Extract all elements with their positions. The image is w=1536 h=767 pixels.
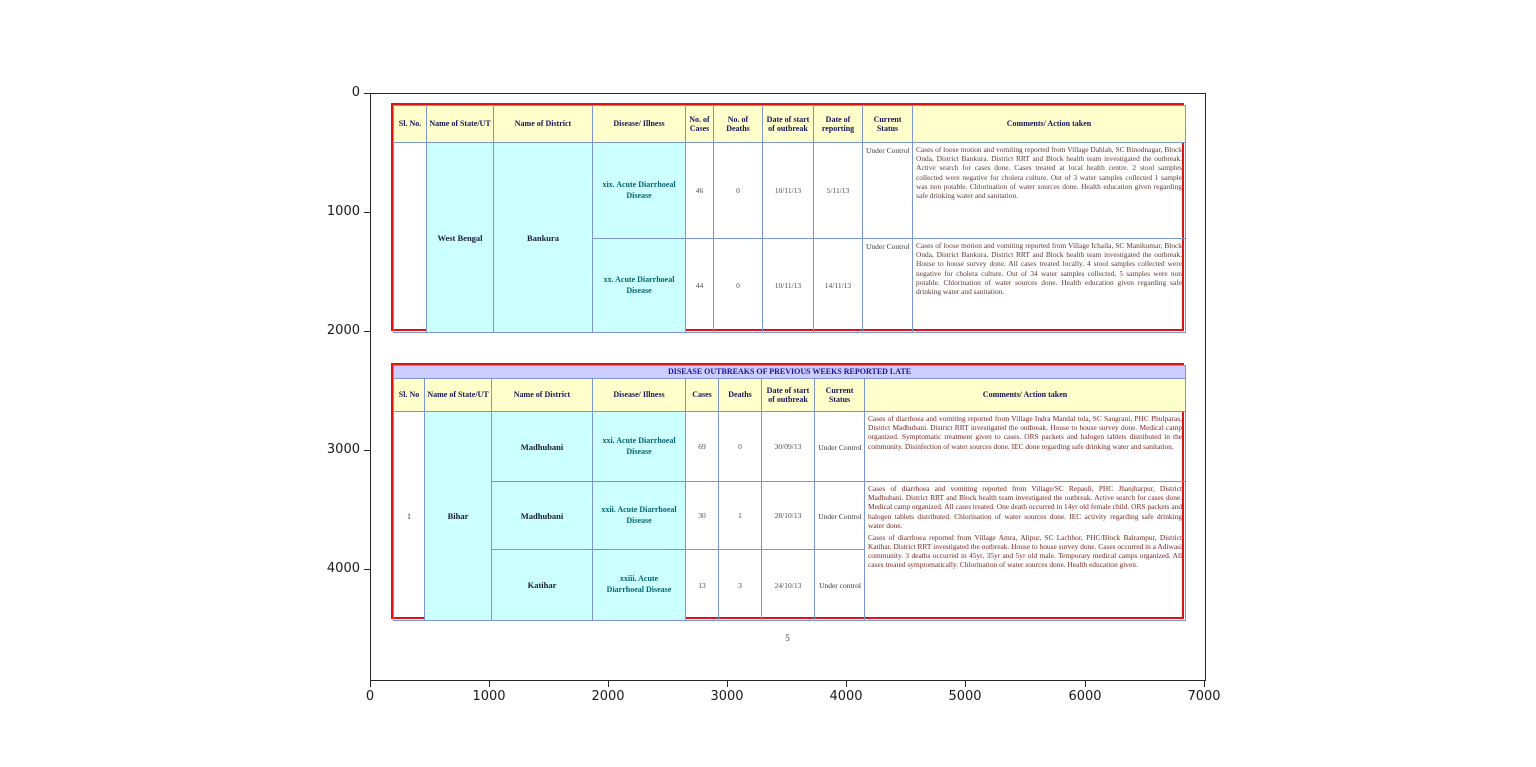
disease-cell: xxii. Acute Diarrhoeal Disease (592, 481, 686, 550)
cases-cell: 30 (685, 481, 719, 550)
x-axis-tick (489, 681, 490, 687)
cases-cell: 69 (685, 411, 719, 482)
x-axis-tick (965, 681, 966, 687)
status-cell: Under Control (814, 411, 865, 482)
y-axis-tick (364, 450, 370, 451)
column-header: No. of Cases (685, 105, 714, 143)
column-header: Current Status (814, 378, 865, 412)
column-header: Sl. No. (393, 105, 427, 143)
date-reporting-cell: 14/11/13 (813, 238, 863, 333)
serial-cell: 1 (393, 411, 425, 621)
x-axis-tick (370, 681, 371, 687)
x-axis-tick-label: 4000 (829, 689, 863, 704)
column-header: Cases (685, 378, 719, 412)
date-start-cell: 30/09/13 (761, 411, 815, 482)
column-header: Date of reporting (813, 105, 863, 143)
x-axis-tick (727, 681, 728, 687)
comments-cell: Cases of diarrhoea and vomiting reported… (863, 411, 1187, 482)
column-header: Comments/ Action taken (863, 378, 1187, 412)
y-axis-tick-label: 4000 (326, 561, 360, 576)
district-cell: Bankura (493, 142, 593, 333)
disease-cell: xxiii. Acute Diarrhoeal Disease (592, 549, 686, 621)
state-cell: West Bengal (426, 142, 494, 333)
page-number: 5 (785, 633, 790, 643)
date-start-cell: 10/11/13 (762, 142, 814, 239)
deaths-cell: 0 (718, 411, 762, 482)
deaths-cell: 1 (718, 481, 762, 550)
y-axis-tick (364, 93, 370, 94)
comments-cell: Cases of loose motion and vomiting repor… (912, 238, 1186, 333)
district-cell: Katihar (491, 549, 593, 621)
table-row: West Bengal Bankura xix. Acute Diarrhoea… (393, 142, 1186, 333)
y-axis-tick-label: 2000 (326, 323, 360, 338)
y-axis-tick-label: 1000 (326, 204, 360, 219)
x-axis-tick (1085, 681, 1086, 687)
comments-paragraph: Cases of diarrhoea and vomiting reported… (868, 484, 1183, 530)
column-header: No. of Deaths (713, 105, 763, 143)
cases-cell: 13 (685, 549, 719, 621)
date-start-cell: 24/10/13 (761, 549, 815, 621)
deaths-cell: 0 (713, 142, 763, 239)
date-reporting-cell: 5/11/13 (813, 142, 863, 239)
comments-cell: Cases of diarrhoea and vomiting reported… (863, 481, 1187, 621)
column-header: Current Status (862, 105, 913, 143)
date-start-cell: 28/10/13 (761, 481, 815, 550)
y-axis-tick (364, 331, 370, 332)
column-header: Sl. No (393, 378, 425, 412)
comments-cell: Cases of loose motion and vomiting repor… (912, 142, 1186, 239)
cases-cell: 46 (685, 142, 714, 239)
disease-cell: xxi. Acute Diarrhoeal Disease (592, 411, 686, 482)
table-row: Katihar xxiii. Acute Diarrhoeal Disease … (394, 549, 1186, 621)
date-start-cell: 10/11/13 (762, 238, 814, 333)
x-axis-tick-label: 5000 (948, 689, 982, 704)
status-cell: Under Control (814, 481, 865, 550)
column-header: Name of District (493, 105, 593, 143)
x-axis-tick-label: 7000 (1187, 689, 1221, 704)
table-row: xx. Acute Diarrhoeal Disease 44 0 10/11/… (394, 238, 1186, 333)
column-header: Date of start of outbreak (761, 378, 815, 412)
disease-cell: xix. Acute Diarrhoeal Disease (592, 142, 686, 239)
column-header: Name of State/UT (426, 105, 494, 143)
status-cell: Under control (814, 549, 865, 621)
column-header: Disease/ Illness (592, 105, 686, 143)
table-title-band: DISEASE OUTBREAKS OF PREVIOUS WEEKS REPO… (392, 365, 1187, 379)
x-axis-tick-label: 6000 (1068, 689, 1102, 704)
cases-cell: 44 (685, 238, 714, 333)
y-axis-tick-label: 3000 (326, 442, 360, 457)
column-header: Comments/ Action taken (912, 105, 1186, 143)
column-header: Deaths (718, 378, 762, 412)
y-axis-tick (364, 569, 370, 570)
disease-cell: xx. Acute Diarrhoeal Disease (592, 238, 686, 333)
x-axis-tick (1204, 681, 1205, 687)
table-row: Madhubani xxii. Acute Diarrhoeal Disease… (394, 481, 1187, 621)
status-cell: Under Control (862, 238, 913, 333)
column-header: Disease/ Illness (592, 378, 686, 412)
deaths-cell: 0 (713, 238, 763, 333)
x-axis-tick-label: 3000 (710, 689, 744, 704)
y-axis-tick-label: 0 (351, 85, 360, 100)
x-axis-tick-label: 2000 (591, 689, 625, 704)
comments-paragraph: Cases of diarrhoea reported from Village… (868, 532, 1183, 570)
column-header: Name of District (491, 378, 593, 412)
x-axis-tick (608, 681, 609, 687)
previous-weeks-outbreaks-table: DISEASE OUTBREAKS OF PREVIOUS WEEKS REPO… (391, 363, 1187, 621)
column-header: Name of State/UT (424, 378, 492, 412)
table-row: 1 Bihar Madhubani xxi. Acute Diarrhoeal … (393, 411, 1187, 621)
x-axis-tick-label: 1000 (472, 689, 506, 704)
current-week-outbreaks-table: Sl. No. Name of State/UT Name of Distric… (391, 103, 1186, 333)
status-cell: Under Control (862, 142, 913, 239)
serial-cell (393, 142, 427, 333)
district-cell: Madhubani (491, 481, 593, 550)
deaths-cell: 3 (718, 549, 762, 621)
x-axis-tick-label: 0 (365, 689, 375, 704)
column-header: Date of start of outbreak (762, 105, 814, 143)
y-axis-tick (364, 212, 370, 213)
x-axis-tick (846, 681, 847, 687)
state-cell: Bihar (424, 411, 492, 621)
district-cell: Madhubani (491, 411, 593, 482)
